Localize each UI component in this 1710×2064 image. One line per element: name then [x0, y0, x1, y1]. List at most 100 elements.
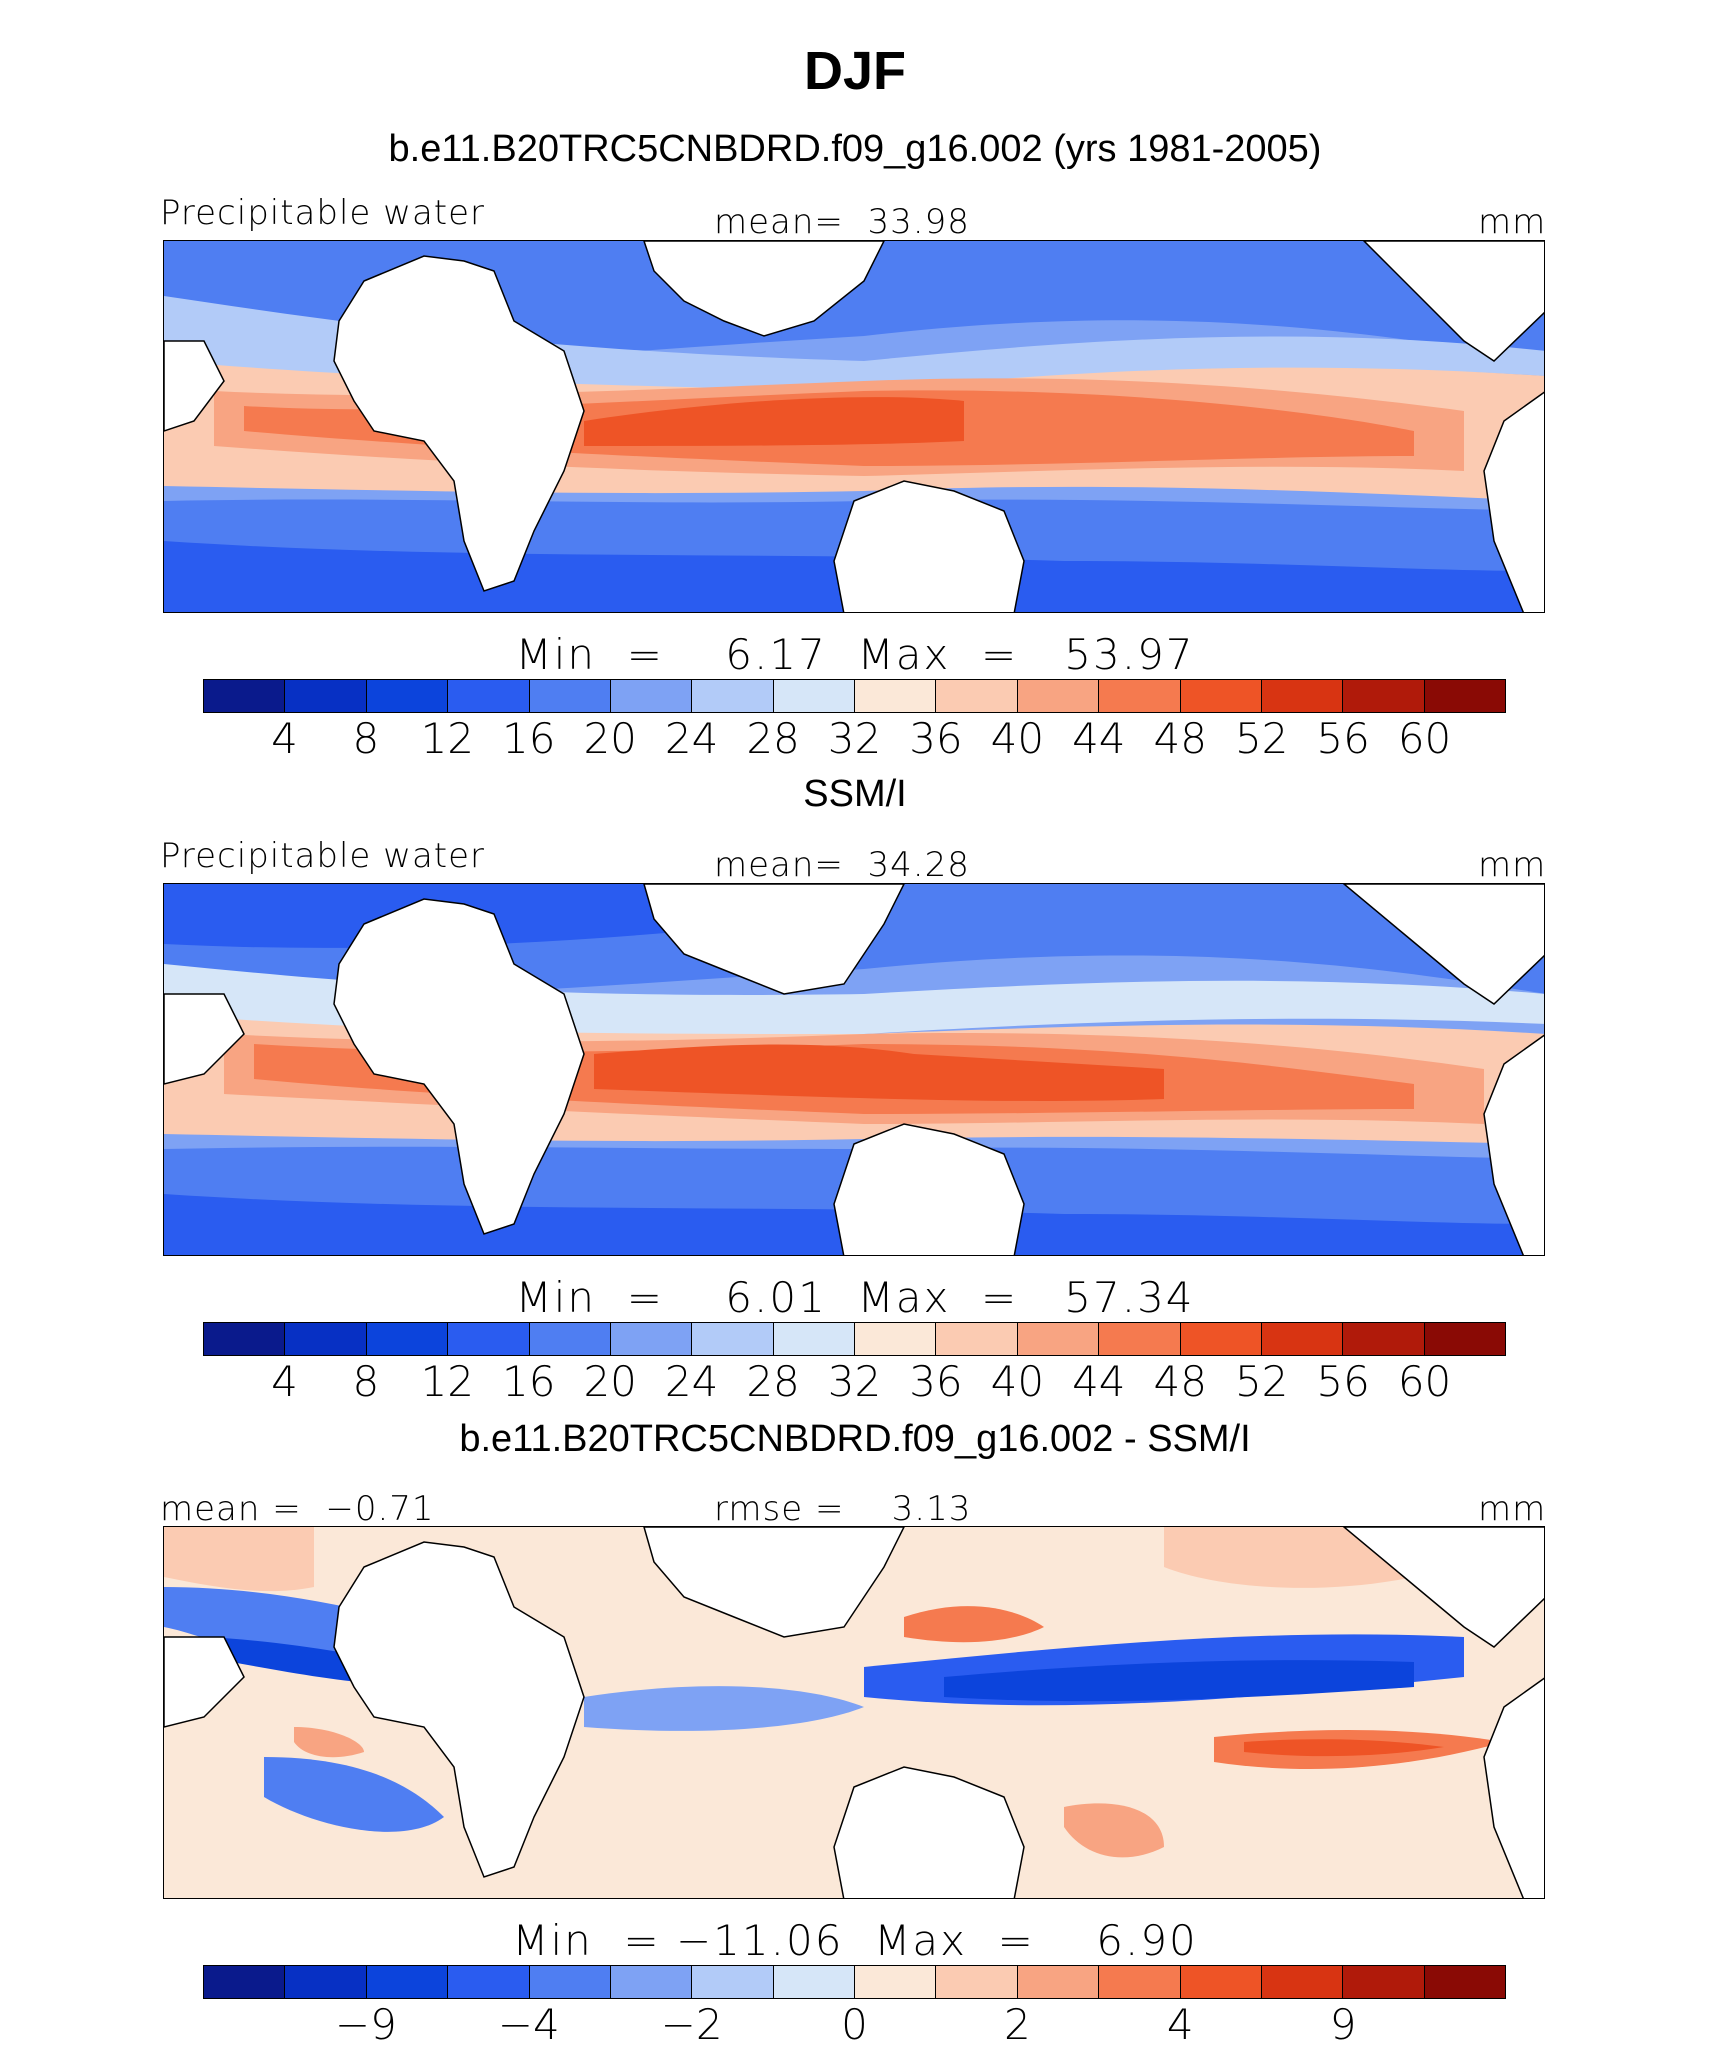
panel-2-colorbar: [203, 1322, 1506, 1356]
colorbar-tick-label: 16: [502, 1357, 556, 1406]
colorbar-swatch: [610, 1966, 693, 1998]
colorbar-tick-label: 20: [583, 1357, 637, 1406]
panel-3-units-label: mm: [1478, 1489, 1547, 1529]
colorbar-swatch: [692, 680, 774, 712]
panel-1-map: [163, 240, 1545, 613]
colorbar-tick-label: 44: [1072, 714, 1126, 763]
colorbar-tick-label: 60: [1397, 714, 1452, 763]
colorbar-swatch: [1017, 680, 1100, 712]
colorbar-tick-label: 56: [1316, 714, 1370, 763]
colorbar-tick-label: 52: [1234, 1357, 1289, 1406]
colorbar-swatch: [529, 1966, 611, 1998]
colorbar-swatch: [285, 1323, 367, 1355]
colorbar-tick-label: 24: [664, 714, 719, 763]
panel-3-colorbar: [203, 1965, 1506, 1999]
colorbar-swatch: [448, 1966, 530, 1998]
colorbar-tick-label: 4: [271, 714, 298, 763]
panel-2-title: SSM/I: [803, 773, 907, 815]
colorbar-tick-label: 16: [502, 714, 556, 763]
colorbar-tick-label: 24: [664, 1357, 719, 1406]
colorbar-swatch: [448, 1323, 530, 1355]
panel-1-colorbar-ticks: 4 8 12 16 20 24 28 32 36 40 44 48 52 56 60: [203, 714, 1506, 764]
colorbar-tick-label: 12: [420, 714, 475, 763]
colorbar-tick-label: 8: [352, 1357, 380, 1406]
colorbar-swatch: [773, 680, 855, 712]
colorbar-swatch: [529, 680, 611, 712]
colorbar-tick-label: −9: [334, 2000, 397, 2049]
colorbar-swatch: [1261, 680, 1344, 712]
colorbar-swatch: [448, 680, 530, 712]
colorbar-swatch: [773, 1966, 855, 1998]
colorbar-tick-label: 36: [909, 1357, 963, 1406]
colorbar-tick-label: 20: [583, 714, 637, 763]
colorbar-swatch: [855, 1323, 937, 1355]
colorbar-swatch: [204, 1323, 286, 1355]
colorbar-swatch: [1424, 1966, 1505, 1998]
colorbar-tick-label: 8: [352, 714, 380, 763]
colorbar-tick-label: 48: [1153, 1357, 1207, 1406]
panel-3-colorbar-ticks: −9 −4 −2 0 2 4 9: [203, 2000, 1506, 2050]
colorbar-swatch: [773, 1323, 855, 1355]
panel-2-map: [163, 883, 1545, 1256]
panel-3-title: b.e11.B20TRC5CNBDRD.f09_g16.002 - SSM/I: [459, 1418, 1251, 1460]
colorbar-tick-label: 32: [827, 1357, 882, 1406]
panel-1-min-max: Min = 6.17 Max = 53.97: [515, 630, 1195, 679]
colorbar-tick-label: 28: [746, 714, 800, 763]
colorbar-swatch: [366, 1323, 449, 1355]
colorbar-tick-label: 44: [1072, 1357, 1126, 1406]
colorbar-tick-label: 60: [1397, 1357, 1452, 1406]
colorbar-swatch: [1017, 1966, 1100, 1998]
panel-3-min-max: Min = −11.06 Max = 6.90: [512, 1916, 1198, 1965]
colorbar-tick-label: 4: [271, 1357, 298, 1406]
colorbar-swatch: [1099, 1966, 1181, 1998]
colorbar-tick-label: 56: [1316, 1357, 1370, 1406]
colorbar-swatch: [1343, 680, 1425, 712]
colorbar-swatch: [692, 1323, 774, 1355]
colorbar-tick-label: 2: [1004, 2000, 1031, 2049]
colorbar-swatch: [529, 1323, 611, 1355]
colorbar-tick-label: 36: [909, 714, 963, 763]
colorbar-swatch: [610, 1323, 693, 1355]
colorbar-swatch: [855, 1966, 937, 1998]
colorbar-tick-label: −2: [660, 2000, 723, 2049]
colorbar-swatch: [366, 1966, 449, 1998]
colorbar-swatch: [1099, 1323, 1181, 1355]
colorbar-swatch: [1424, 1323, 1505, 1355]
colorbar-swatch: [936, 1323, 1018, 1355]
colorbar-swatch: [1343, 1323, 1425, 1355]
colorbar-swatch: [285, 680, 367, 712]
panel-1-title: b.e11.B20TRC5CNBDRD.f09_g16.002 (yrs 198…: [388, 128, 1322, 170]
colorbar-swatch: [610, 680, 693, 712]
colorbar-swatch: [1099, 680, 1181, 712]
colorbar-swatch: [204, 1966, 286, 1998]
colorbar-swatch: [1180, 680, 1262, 712]
panel-2-mean-label: mean= 34.28: [714, 845, 970, 885]
panel-2-units-label: mm: [1478, 845, 1547, 885]
colorbar-tick-label: 40: [990, 714, 1045, 763]
colorbar-swatch: [1343, 1966, 1425, 1998]
figure-title: DJF: [803, 41, 906, 101]
panel-3-map: [163, 1526, 1545, 1899]
panel-1-colorbar: [203, 679, 1506, 713]
panel-2-colorbar-ticks: 4 8 12 16 20 24 28 32 36 40 44 48 52 56 60: [203, 1357, 1506, 1407]
panel-3-mean-label: mean = −0.71: [160, 1489, 435, 1529]
colorbar-swatch: [1261, 1323, 1344, 1355]
colorbar-swatch: [366, 680, 449, 712]
panel-2-min-max: Min = 6.01 Max = 57.34: [515, 1273, 1195, 1322]
colorbar-tick-label: 32: [827, 714, 882, 763]
colorbar-swatch: [1424, 680, 1505, 712]
colorbar-swatch: [1261, 1966, 1344, 1998]
colorbar-swatch: [855, 680, 937, 712]
colorbar-tick-label: 28: [746, 1357, 800, 1406]
colorbar-tick-label: 48: [1153, 714, 1207, 763]
colorbar-swatch: [936, 680, 1018, 712]
colorbar-swatch: [936, 1966, 1018, 1998]
colorbar-tick-label: 4: [1166, 2000, 1194, 2049]
panel-1-units-label: mm: [1478, 202, 1547, 242]
colorbar-tick-label: 9: [1329, 2000, 1357, 2049]
panel-3-rmse-label: rmse = 3.13: [714, 1489, 972, 1529]
colorbar-tick-label: 0: [841, 2000, 868, 2049]
colorbar-tick-label: 40: [990, 1357, 1045, 1406]
colorbar-swatch: [1017, 1323, 1100, 1355]
colorbar-tick-label: 12: [420, 1357, 475, 1406]
